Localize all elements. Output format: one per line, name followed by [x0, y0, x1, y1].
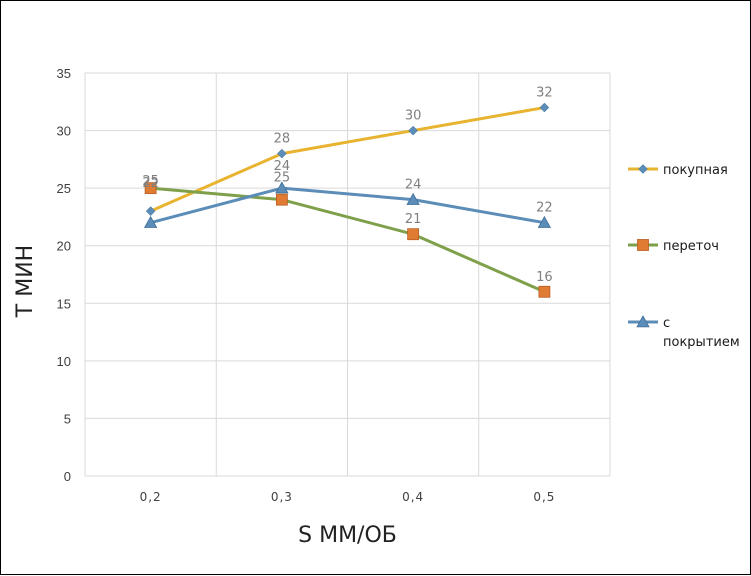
- gridlines: [84, 72, 611, 477]
- data-point-marker: [407, 228, 420, 241]
- data-label: 30: [405, 109, 422, 124]
- series-line-покупная: [150, 106, 545, 213]
- data-label: 28: [274, 132, 291, 147]
- y-tick-label: 5: [64, 411, 71, 426]
- data-label: 25: [142, 174, 159, 189]
- data-point-marker: [275, 193, 288, 206]
- data-point-marker: [145, 206, 156, 217]
- data-labels: 22 28 30 32 25 25 21 16 24 24 22: [142, 86, 552, 285]
- data-point-marker: [144, 182, 157, 195]
- data-point-marker: [143, 215, 158, 228]
- y-tick-label: 30: [57, 124, 71, 139]
- data-label: 16: [536, 270, 553, 285]
- x-tick-label: 0,5: [533, 490, 555, 504]
- x-tick-label: 0,2: [140, 490, 162, 504]
- data-label: 25: [274, 171, 291, 186]
- data-point-marker: [277, 148, 287, 159]
- data-point-marker: [636, 315, 650, 328]
- legend-label: покупная: [663, 163, 728, 178]
- x-tick-label: 0,3: [271, 490, 293, 504]
- data-point-marker: [408, 125, 418, 136]
- data-label: 24: [274, 159, 291, 174]
- data-label: 22: [536, 201, 553, 216]
- y-tick-label: 10: [57, 354, 71, 369]
- series-line-переточ: [150, 186, 545, 294]
- legend: покупная переточ с покрытием: [628, 163, 740, 350]
- data-point-marker: [637, 239, 649, 251]
- series-line-с-покрытием: [150, 186, 545, 225]
- legend-label: с: [663, 316, 670, 331]
- y-tick-label: 0: [64, 469, 71, 484]
- y-tick-label: 35: [57, 66, 71, 81]
- x-axis-ticks: 0,2 0,3 0,4 0,5: [140, 490, 555, 504]
- y-tick-label: 25: [57, 181, 71, 196]
- x-axis-title: S ММ/ОБ: [298, 523, 397, 548]
- y-tick-label: 20: [57, 239, 71, 254]
- data-label: 22: [142, 176, 159, 191]
- data-point-marker: [638, 164, 648, 174]
- data-point-marker: [538, 285, 551, 298]
- data-point-marker: [275, 181, 289, 194]
- x-tick-label: 0,4: [402, 490, 424, 504]
- data-point-marker: [537, 215, 552, 228]
- series-lines: [143, 102, 552, 298]
- y-axis-title: Т МИН: [13, 245, 38, 318]
- data-label: 24: [405, 178, 422, 193]
- legend-label: покрытием: [663, 335, 740, 350]
- legend-label: переточ: [663, 239, 719, 254]
- data-label: 21: [405, 212, 422, 227]
- y-tick-label: 15: [57, 296, 71, 311]
- y-axis-ticks: 0 5 10 15 20 25 30 35: [57, 66, 71, 484]
- data-point-marker: [539, 102, 550, 113]
- data-point-marker: [406, 192, 420, 205]
- data-label: 32: [536, 86, 553, 101]
